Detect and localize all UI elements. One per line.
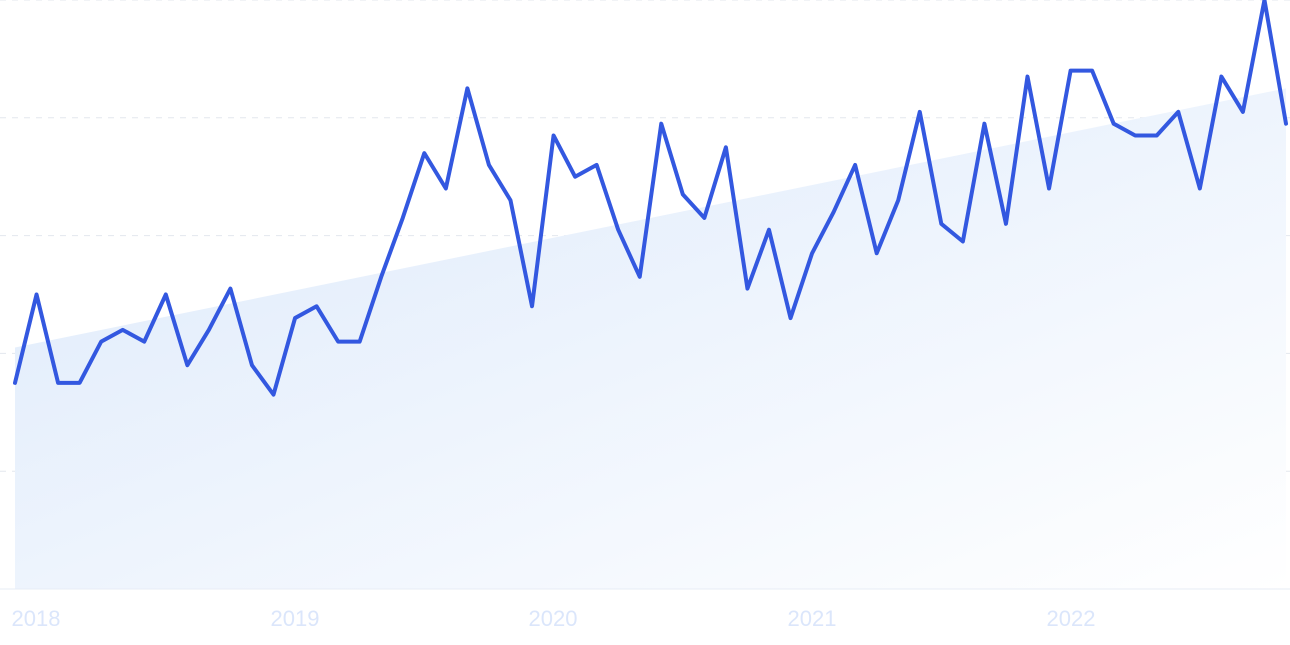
series-layer	[13, 0, 1288, 397]
x-tick-label-2018: 2018	[12, 606, 61, 631]
x-tick-label-2022: 2022	[1047, 606, 1096, 631]
series-line	[13, 0, 1288, 397]
x-tick-label-2021: 2021	[788, 606, 837, 631]
x-axis-tick-labels: 2018 2019 2020 2021 2022	[12, 606, 1096, 631]
x-tick-label-2020: 2020	[529, 606, 578, 631]
x-tick-label-2019: 2019	[271, 606, 320, 631]
